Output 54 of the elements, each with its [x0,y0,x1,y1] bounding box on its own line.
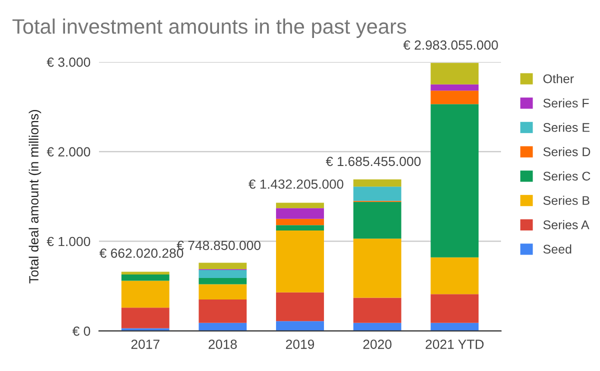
bar [430,62,479,84]
bar [353,298,402,323]
chart-title: Total investment amounts in the past years [12,18,406,38]
bar [430,257,479,294]
bar [121,272,170,274]
bar [276,321,324,331]
legend-label: Series C [543,171,590,181]
bar [276,230,324,292]
annotation: € 2.983.055.000 [403,40,498,50]
legend-label: Series F [543,98,589,108]
bar [353,179,402,187]
y-axis-title: Total deal amount (in millions) [28,110,42,284]
bar [121,280,170,308]
bar [198,278,247,284]
legend-label: Series D [543,147,590,156]
y-tick-label: € 0 [72,326,90,336]
bar [353,322,402,331]
bar [198,262,247,270]
bar [198,284,247,300]
bar [121,308,170,328]
bar [198,270,247,278]
x-tick-label: 2017 [131,340,160,349]
bar [430,84,479,91]
annotation: € 662.020.280 [99,248,184,258]
bar [430,90,479,104]
bar [353,202,402,239]
legend-label: Seed [543,244,572,254]
y-tick-label: € 3.000 [46,58,90,67]
y-tick-label: € 1.000 [46,236,90,246]
bar [198,300,247,323]
bar [198,322,247,331]
bar [276,208,324,219]
bar [121,328,170,331]
bar [121,274,170,281]
legend-label: Series E [543,122,590,132]
bar [353,238,402,298]
bar [430,322,479,331]
x-tick-label: 2018 [208,340,237,349]
x-tick-label: 2019 [286,340,314,349]
bar [430,294,479,323]
legend-label: Series A [543,220,590,230]
bar [430,104,479,258]
bar [276,292,324,322]
bar [276,202,324,208]
legend-label: Series B [543,196,590,205]
bar [276,218,324,226]
legend-label: Other [543,74,574,84]
x-tick-label: 2021 YTD [426,340,484,349]
x-tick-label: 2020 [363,340,392,349]
annotation: € 1.685.455.000 [326,156,421,166]
bar [353,186,402,201]
bar [276,225,324,231]
annotation: € 1.432.205.000 [248,179,344,189]
y-tick-label: € 2.000 [46,147,90,157]
